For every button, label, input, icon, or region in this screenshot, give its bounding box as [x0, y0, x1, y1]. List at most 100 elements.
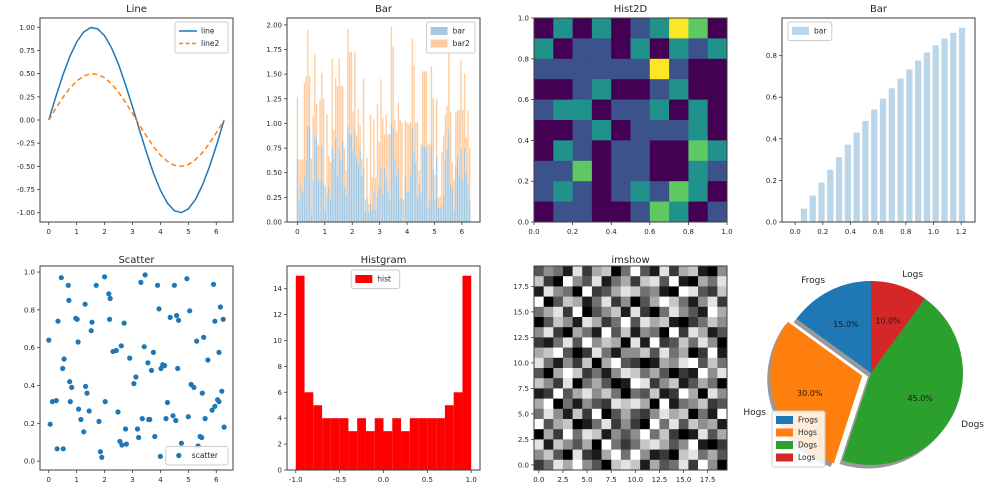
image-pixel [534, 266, 545, 277]
tick-label: 0.8 [766, 52, 777, 60]
heatmap-cell [553, 99, 574, 121]
image-pixel [611, 459, 622, 471]
scatter-point [102, 274, 108, 280]
bar-bar2 [411, 38, 413, 129]
bar-bar [888, 88, 895, 222]
image-pixel [688, 327, 699, 338]
image-pixel [688, 388, 699, 400]
image-pixel [678, 388, 689, 400]
heatmap-cell [591, 120, 612, 141]
tick-label: 1 [323, 228, 327, 236]
image-pixel [630, 429, 641, 440]
image-pixel [717, 408, 728, 420]
image-pixel [669, 398, 680, 410]
image-pixel [649, 357, 660, 369]
scatter-point [164, 399, 170, 406]
image-pixel [553, 296, 564, 308]
image-pixel [659, 357, 670, 369]
scatter-point [191, 384, 197, 390]
heatmap-cell [611, 181, 631, 203]
bar-bar [390, 124, 393, 222]
image-pixel [707, 439, 718, 451]
image-pixel [707, 357, 718, 369]
image-pixel [698, 266, 709, 277]
tick-label: -1.0 [289, 476, 303, 484]
bar-bar [362, 167, 365, 222]
legend: line line2 [174, 21, 229, 54]
image-pixel [717, 347, 728, 359]
image-pixel [543, 317, 554, 328]
image-pixel [678, 378, 689, 389]
image-pixel [649, 317, 660, 328]
image-pixel [649, 327, 660, 338]
image-pixel [543, 419, 554, 430]
tick-label: 0.75 [266, 145, 282, 153]
tick-label: 6 [214, 228, 219, 236]
subplot-scatter: 0 1 2 3 4 5 6 0.0 0.2 0.4 0.6 0.8 1.0 scatter Scatter [0, 253, 247, 503]
image-pixel [543, 276, 554, 287]
legend-swatch-patch [776, 416, 793, 424]
heatmap-cell [553, 18, 574, 39]
bar-bar2 [422, 71, 424, 146]
image-pixel [669, 449, 680, 461]
tick-label: 0.75 [19, 47, 35, 55]
bar-bar [394, 158, 396, 222]
image-pixel [717, 378, 728, 389]
tick-label: 0.6 [766, 94, 778, 102]
image-pixel [717, 266, 728, 277]
image-pixel [649, 296, 660, 308]
bar-bar [879, 98, 887, 222]
tick-label: 17.5 [700, 476, 716, 484]
image-pixel [649, 419, 660, 430]
image-pixel [717, 306, 728, 318]
scatter-point [162, 363, 168, 369]
tick-label: -0.75 [17, 186, 35, 194]
bar-bar2 [444, 114, 447, 161]
heatmap-cell [649, 160, 670, 182]
image-pixel [582, 419, 593, 430]
bar-bar [422, 145, 424, 222]
scatter-point [170, 413, 176, 419]
bar-bar2 [462, 109, 464, 181]
image-pixel [640, 439, 651, 451]
bar-bar [408, 191, 410, 222]
legend-swatch-patch [776, 428, 793, 437]
image-pixel [601, 408, 612, 420]
subplot-bar-stacked: 0 1 2 3 4 5 6 0.00 0.25 0.50 0.75 1.00 1.25 1.50 1.75 2… [247, 0, 494, 250]
pie-pct-label: 15.0% [833, 320, 859, 329]
tick-label: 0.4 [606, 228, 618, 236]
image-pixel [717, 459, 728, 471]
image-pixel [591, 266, 603, 277]
bar-bar2 [371, 177, 373, 210]
scatter-point [102, 399, 108, 405]
bar-bar [373, 190, 375, 222]
image-pixel [620, 357, 631, 369]
image-pixel [543, 306, 554, 318]
tick-label: bar [453, 27, 466, 36]
image-pixel [649, 459, 660, 471]
bar-bar [442, 196, 445, 222]
heatmap-cell [572, 120, 593, 141]
imshow-data [534, 266, 728, 471]
bar-bar2 [312, 115, 314, 181]
bar-bar [460, 149, 462, 222]
image-pixel [572, 439, 583, 451]
scatter-point [88, 328, 94, 334]
scatter-point [107, 295, 113, 302]
image-pixel [582, 388, 593, 400]
scatter-point [147, 416, 153, 423]
bar-bar [340, 160, 342, 222]
tick-label: -0.5 [333, 476, 347, 484]
image-pixel [553, 276, 564, 287]
hist-bin [436, 418, 445, 470]
image-pixel [620, 368, 631, 379]
image-pixel [669, 388, 680, 400]
tick-label: 0.8 [683, 228, 694, 236]
image-pixel [688, 317, 699, 328]
image-pixel [620, 306, 631, 318]
image-pixel [562, 357, 574, 369]
image-pixel [562, 398, 574, 410]
bar-bar [308, 126, 311, 222]
scatter-point [175, 365, 181, 372]
image-pixel [640, 378, 651, 389]
